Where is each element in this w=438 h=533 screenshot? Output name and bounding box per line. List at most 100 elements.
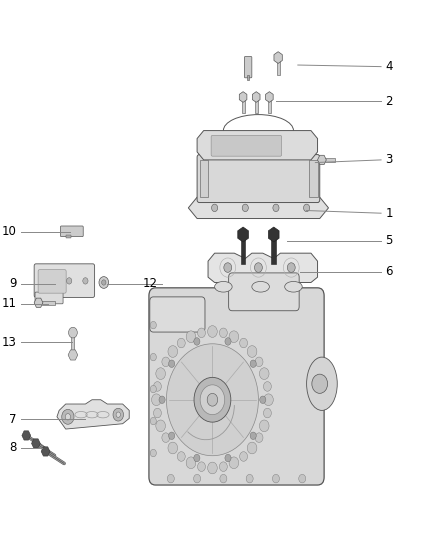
Circle shape — [150, 385, 156, 393]
Text: 8: 8 — [9, 441, 17, 454]
Circle shape — [264, 382, 272, 391]
Circle shape — [156, 368, 166, 379]
FancyBboxPatch shape — [60, 226, 83, 237]
FancyBboxPatch shape — [149, 288, 324, 485]
FancyBboxPatch shape — [244, 56, 252, 78]
Circle shape — [194, 474, 201, 483]
Circle shape — [156, 420, 166, 432]
Circle shape — [69, 327, 78, 338]
Circle shape — [169, 360, 175, 367]
Text: 11: 11 — [2, 297, 17, 310]
Circle shape — [240, 338, 247, 348]
Polygon shape — [197, 131, 318, 160]
Circle shape — [65, 414, 71, 420]
Circle shape — [194, 377, 231, 422]
FancyBboxPatch shape — [325, 158, 335, 162]
Polygon shape — [22, 431, 31, 440]
Circle shape — [259, 368, 269, 379]
Circle shape — [312, 374, 328, 393]
FancyBboxPatch shape — [42, 301, 55, 305]
Circle shape — [198, 328, 205, 337]
Polygon shape — [265, 92, 273, 102]
Circle shape — [250, 432, 256, 440]
Circle shape — [219, 462, 227, 472]
Circle shape — [250, 360, 256, 367]
Circle shape — [219, 328, 227, 337]
Circle shape — [150, 449, 156, 457]
Circle shape — [299, 474, 306, 483]
Text: 4: 4 — [385, 60, 393, 73]
Circle shape — [168, 345, 177, 357]
Polygon shape — [188, 197, 328, 219]
FancyBboxPatch shape — [211, 135, 282, 156]
Circle shape — [167, 474, 174, 483]
Circle shape — [169, 432, 175, 440]
Circle shape — [272, 474, 279, 483]
Circle shape — [62, 409, 74, 424]
FancyBboxPatch shape — [66, 235, 71, 238]
Circle shape — [264, 408, 272, 418]
Circle shape — [159, 396, 165, 403]
Circle shape — [246, 474, 253, 483]
FancyBboxPatch shape — [71, 333, 74, 355]
FancyBboxPatch shape — [200, 160, 208, 197]
FancyBboxPatch shape — [268, 97, 271, 113]
Circle shape — [153, 382, 161, 391]
Circle shape — [273, 204, 279, 212]
FancyBboxPatch shape — [38, 270, 66, 293]
Circle shape — [150, 353, 156, 361]
Circle shape — [240, 451, 247, 461]
Text: 3: 3 — [385, 154, 393, 166]
Circle shape — [194, 338, 200, 345]
Ellipse shape — [252, 281, 269, 292]
Circle shape — [207, 393, 218, 406]
Circle shape — [242, 204, 248, 212]
Circle shape — [186, 457, 196, 469]
Text: 13: 13 — [2, 336, 17, 349]
Circle shape — [229, 331, 239, 343]
FancyBboxPatch shape — [34, 264, 95, 297]
Circle shape — [150, 417, 156, 425]
Text: 2: 2 — [385, 95, 393, 108]
Text: 1: 1 — [385, 207, 393, 220]
Circle shape — [247, 345, 257, 357]
Polygon shape — [274, 52, 283, 63]
Text: 10: 10 — [2, 225, 17, 238]
Circle shape — [225, 338, 231, 345]
Polygon shape — [252, 92, 260, 102]
Circle shape — [113, 408, 124, 421]
Circle shape — [198, 462, 205, 472]
Polygon shape — [268, 227, 279, 242]
Polygon shape — [208, 253, 318, 282]
Circle shape — [67, 278, 72, 284]
Circle shape — [255, 433, 263, 442]
FancyBboxPatch shape — [150, 297, 205, 332]
Circle shape — [304, 204, 310, 212]
Circle shape — [177, 451, 185, 461]
Ellipse shape — [215, 281, 232, 292]
Ellipse shape — [285, 281, 302, 292]
Text: 6: 6 — [385, 265, 393, 278]
Circle shape — [287, 263, 295, 272]
Circle shape — [166, 344, 258, 456]
Circle shape — [83, 278, 88, 284]
Text: 5: 5 — [385, 235, 393, 247]
Circle shape — [102, 280, 106, 285]
Text: 9: 9 — [9, 277, 17, 290]
FancyBboxPatch shape — [309, 160, 318, 197]
FancyBboxPatch shape — [35, 292, 63, 304]
FancyBboxPatch shape — [277, 58, 279, 75]
Circle shape — [212, 204, 218, 212]
FancyBboxPatch shape — [229, 273, 299, 311]
FancyBboxPatch shape — [255, 97, 258, 113]
Circle shape — [224, 263, 232, 272]
Circle shape — [208, 462, 217, 474]
Polygon shape — [239, 92, 247, 102]
Circle shape — [255, 357, 263, 367]
Circle shape — [200, 385, 225, 415]
Polygon shape — [318, 155, 326, 165]
Polygon shape — [238, 227, 248, 242]
Polygon shape — [32, 439, 40, 448]
Circle shape — [186, 331, 196, 343]
Circle shape — [150, 321, 156, 329]
